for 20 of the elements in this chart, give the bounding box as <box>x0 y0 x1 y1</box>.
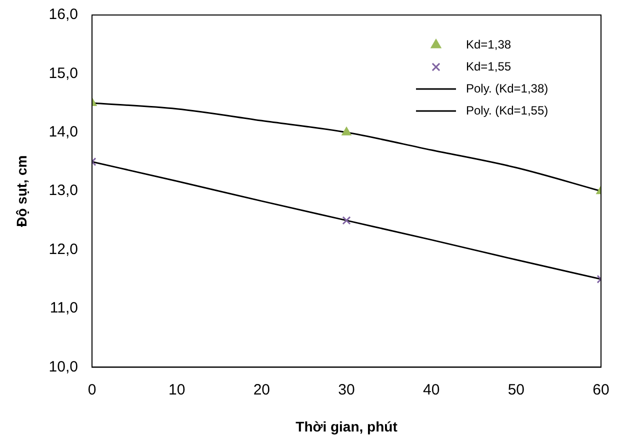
y-tick-label: 10,0 <box>48 358 78 376</box>
legend-label: Poly. (Kd=1,55) <box>466 103 548 118</box>
legend-label: Poly. (Kd=1,38) <box>466 81 548 96</box>
legend-label: Kd=1,38 <box>466 37 512 52</box>
y-tick-label: 16,0 <box>48 6 78 24</box>
y-axis-title: Độ sụt, cm <box>13 155 30 227</box>
y-tick-label: 15,0 <box>48 64 78 82</box>
x-tick-label: 20 <box>253 381 270 398</box>
y-tick-label: 11,0 <box>50 300 78 317</box>
x-tick-label: 50 <box>508 381 525 398</box>
y-tick-label: 12,0 <box>48 240 78 258</box>
x-axis-title: Thời gian, phút <box>296 418 398 434</box>
x-tick-label: 0 <box>88 381 96 398</box>
x-tick-label: 60 <box>592 381 610 398</box>
x-tick-label: 30 <box>338 381 355 398</box>
y-tick-label: 14,0 <box>48 124 78 141</box>
legend-label: Kd=1,55 <box>466 59 512 74</box>
x-tick-label: 10 <box>168 381 186 398</box>
x-tick-label: 40 <box>422 381 440 398</box>
y-tick-label: 13,0 <box>48 182 78 200</box>
